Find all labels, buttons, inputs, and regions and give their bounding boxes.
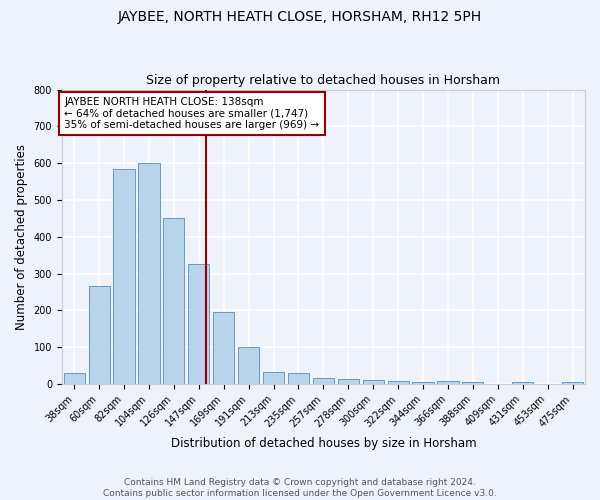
Bar <box>313 378 334 384</box>
Bar <box>139 163 160 384</box>
Bar <box>113 168 134 384</box>
Bar <box>338 379 359 384</box>
Bar <box>213 312 235 384</box>
Bar <box>163 218 184 384</box>
Text: JAYBEE, NORTH HEATH CLOSE, HORSHAM, RH12 5PH: JAYBEE, NORTH HEATH CLOSE, HORSHAM, RH12… <box>118 10 482 24</box>
Text: JAYBEE NORTH HEATH CLOSE: 138sqm
← 64% of detached houses are smaller (1,747)
35: JAYBEE NORTH HEATH CLOSE: 138sqm ← 64% o… <box>64 97 320 130</box>
Bar <box>562 382 583 384</box>
Bar <box>437 381 458 384</box>
Bar <box>288 373 309 384</box>
Text: Contains HM Land Registry data © Crown copyright and database right 2024.
Contai: Contains HM Land Registry data © Crown c… <box>103 478 497 498</box>
Bar <box>388 381 409 384</box>
Bar <box>263 372 284 384</box>
Bar <box>188 264 209 384</box>
Bar <box>64 373 85 384</box>
Bar <box>362 380 384 384</box>
Bar <box>412 382 434 384</box>
Bar <box>238 347 259 384</box>
Y-axis label: Number of detached properties: Number of detached properties <box>15 144 28 330</box>
Bar <box>89 286 110 384</box>
Bar <box>512 382 533 384</box>
X-axis label: Distribution of detached houses by size in Horsham: Distribution of detached houses by size … <box>170 437 476 450</box>
Title: Size of property relative to detached houses in Horsham: Size of property relative to detached ho… <box>146 74 500 87</box>
Bar <box>462 382 484 384</box>
